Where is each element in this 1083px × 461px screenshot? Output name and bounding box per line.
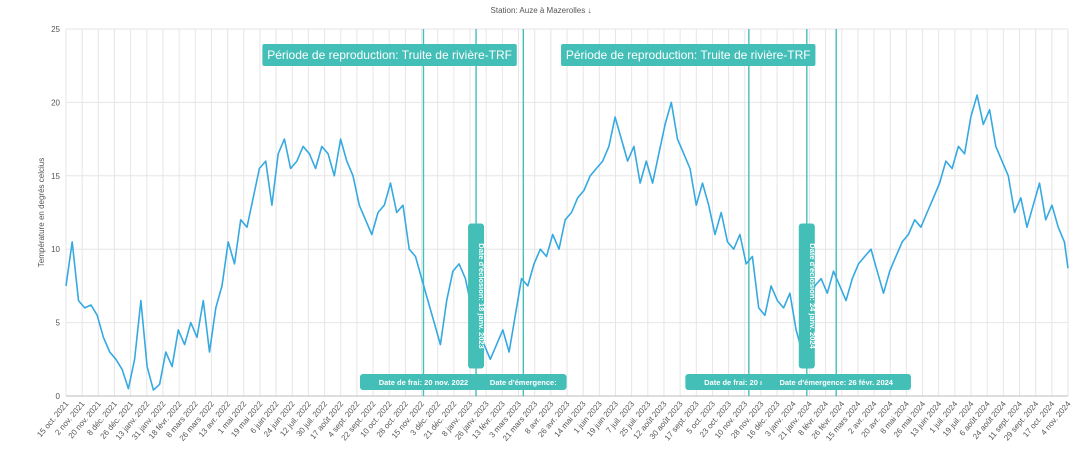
annotation-label-box xyxy=(480,374,567,390)
y-axis-label: Température en degrés celcius xyxy=(37,158,46,267)
y-tick-label: 10 xyxy=(51,245,60,254)
annotation-label: Date d'émergence: xyxy=(490,378,557,387)
reproduction-period-label: Période de reproduction: Truite de riviè… xyxy=(267,48,512,62)
reproduction-period-box xyxy=(561,44,816,66)
annotation-label: Date d'éclosion: 18 janv. 2023 xyxy=(477,243,486,348)
y-tick-label: 20 xyxy=(51,98,60,107)
temperature-series-line xyxy=(65,94,1069,391)
reproduction-period-label: Période de reproduction: Truite de riviè… xyxy=(566,48,811,62)
y-tick-label: 5 xyxy=(56,319,61,328)
y-tick-label: 0 xyxy=(56,392,61,401)
chart-title: Station: Auze à Mazerolles ↓ xyxy=(491,6,592,15)
y-tick-label: 15 xyxy=(51,172,60,181)
y-tick-label: 25 xyxy=(51,25,60,34)
annotation-label-box xyxy=(761,374,911,390)
annotation-label: Date de frai: 20 nov. 2022 xyxy=(379,378,468,387)
annotation-label-box xyxy=(359,374,487,390)
annotation-label: Date d'éclosion: 24 janv. 2024 xyxy=(808,243,817,349)
reproduction-period-box xyxy=(262,44,517,66)
annotation-label-box xyxy=(798,223,815,369)
annotation-label: Date de frai: 20 nov. 2023 xyxy=(704,378,793,387)
annotation-label-box xyxy=(468,223,485,369)
annotation-label: Date d'émergence: 26 févr. 2024 xyxy=(779,378,893,387)
